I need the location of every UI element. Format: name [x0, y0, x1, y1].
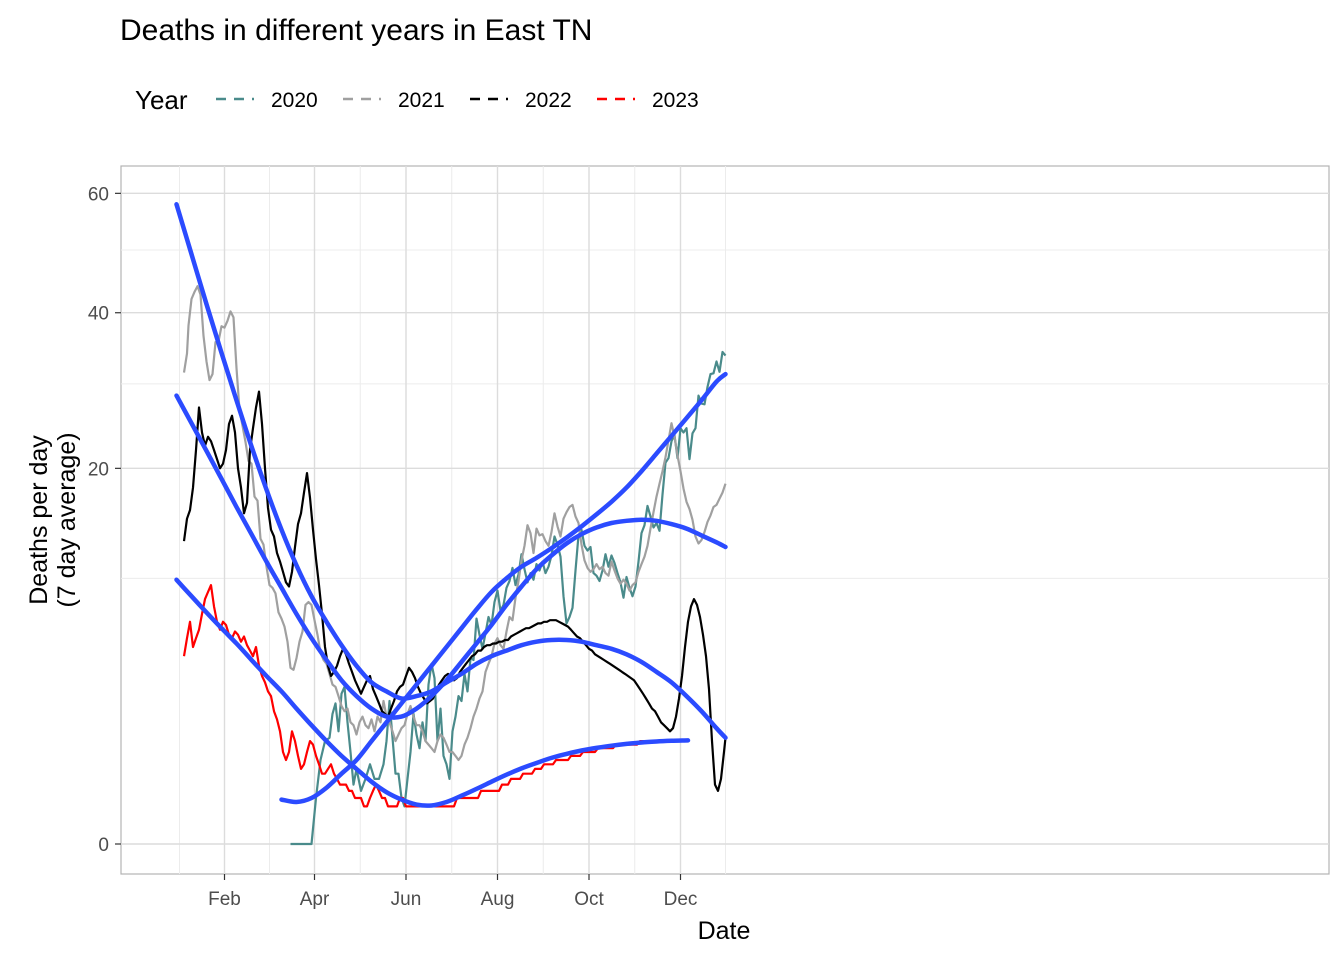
x-tick-label: Jun	[391, 889, 422, 910]
series-line-2020	[290, 350, 727, 846]
x-tick-label: Feb	[208, 889, 241, 910]
legend-label-2023: 2023	[652, 89, 699, 112]
legend-title: Year	[135, 85, 188, 115]
x-tick-label: Apr	[300, 889, 330, 910]
x-tick-label: Aug	[481, 889, 515, 910]
x-axis-title: Date	[698, 917, 751, 945]
series-line-2021	[182, 285, 727, 762]
y-axis-title-line1: Deaths per day	[25, 435, 53, 605]
chart-title: Deaths in different years in East TN	[120, 14, 592, 47]
trend-line-2023	[174, 577, 691, 808]
legend-label-2020: 2020	[271, 89, 318, 112]
legend-items: 2020 2021 2022 2023	[216, 89, 699, 112]
trend-lines	[174, 202, 728, 808]
x-tick-label: Oct	[574, 889, 604, 910]
y-tick-label: 60	[88, 184, 109, 205]
legend: Year 2020 2021 2022 2023	[135, 85, 699, 115]
x-axis-ticks: Feb Apr Jun Aug Oct Dec	[208, 874, 697, 910]
x-tick-label: Dec	[664, 889, 698, 910]
legend-label-2021: 2021	[398, 89, 445, 112]
grid-major	[121, 166, 1329, 874]
y-tick-label: 0	[98, 835, 109, 856]
y-axis-ticks: 0 20 40 60	[88, 184, 121, 856]
trend-line-2021	[174, 393, 728, 720]
trend-line-2022	[174, 202, 728, 740]
y-tick-label: 20	[88, 459, 109, 480]
trend-line-2020	[279, 371, 728, 805]
y-tick-label: 40	[88, 304, 109, 325]
legend-label-2022: 2022	[525, 89, 572, 112]
y-axis-title-line2: (7 day average)	[53, 432, 81, 607]
